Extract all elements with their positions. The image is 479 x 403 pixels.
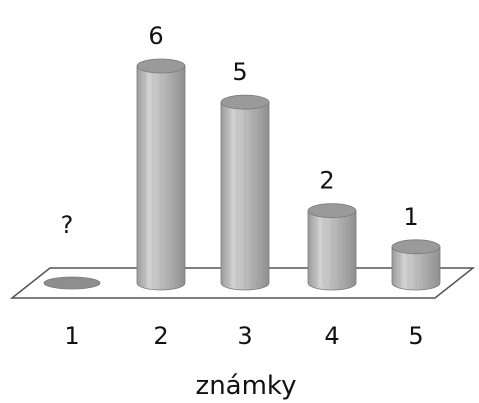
data-label-2: 6 (148, 22, 163, 50)
category-label-4: 4 (324, 322, 339, 350)
category-labels-group: 1 2 3 4 5 (64, 322, 423, 350)
data-label-1: ? (61, 211, 74, 239)
category-label-3: 3 (237, 322, 252, 350)
bars-group (43, 58, 441, 291)
category-label-2: 2 (153, 322, 168, 350)
bar-1 (43, 276, 101, 290)
category-label-1: 1 (64, 322, 79, 350)
data-label-5: 1 (403, 203, 418, 231)
data-label-4: 2 (319, 167, 334, 195)
bar-5 (391, 239, 441, 291)
data-label-3: 5 (232, 58, 247, 86)
x-axis-title: známky (196, 371, 297, 401)
bar-3 (220, 94, 270, 291)
bar-2 (136, 58, 186, 291)
category-label-5: 5 (408, 322, 423, 350)
data-labels-group: ? 6 5 2 1 (61, 22, 419, 239)
bar-4 (307, 203, 357, 291)
